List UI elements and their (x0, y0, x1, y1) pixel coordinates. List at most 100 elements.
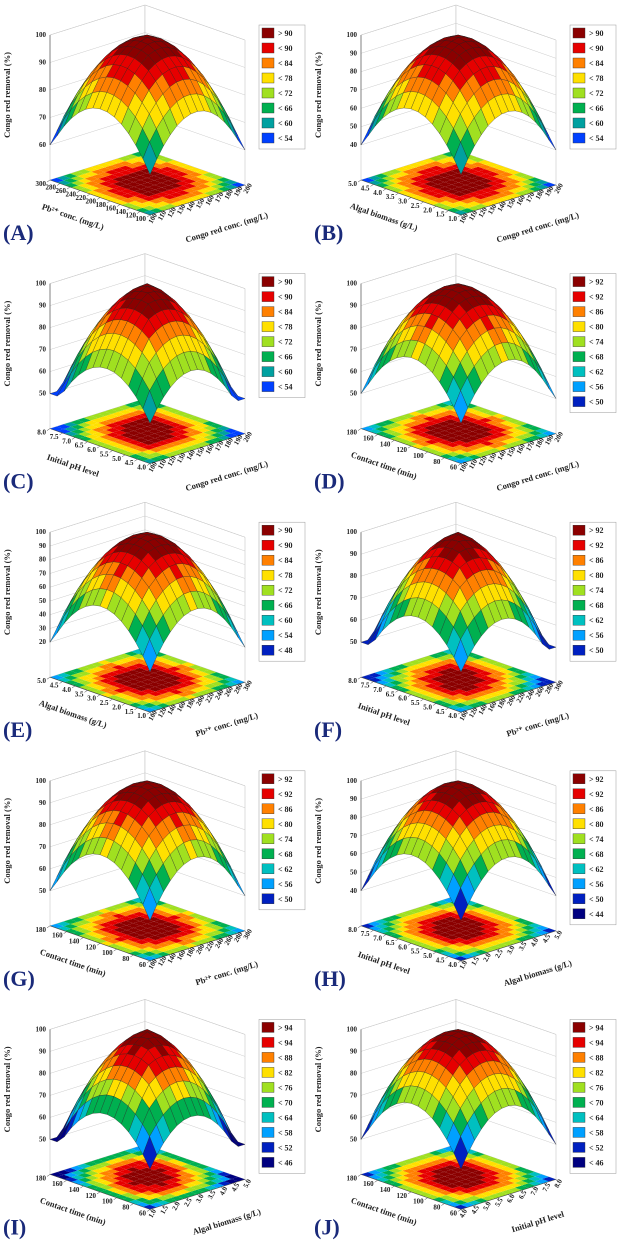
x-axis-label: Initial pH level (357, 700, 412, 727)
panel-label: (F) (314, 717, 342, 742)
x-tick (446, 211, 449, 213)
legend-swatch (262, 382, 274, 392)
panel: 5060708090100Congo red removal (%)608010… (313, 999, 616, 1239)
legend-swatch (262, 337, 274, 347)
legend-label: < 92 (589, 541, 604, 550)
x-tick-label: 7.5 (50, 433, 59, 441)
legend-label: < 68 (589, 601, 604, 610)
legend-label: < 90 (589, 44, 604, 53)
z-tick-label: 60 (39, 141, 47, 149)
legend-label: < 80 (589, 571, 604, 580)
x-tick-label: 6.5 (386, 690, 395, 698)
legend-swatch (573, 1052, 585, 1062)
z-tick-label: 70 (39, 1091, 47, 1099)
z-tick-label: 70 (350, 594, 358, 602)
z-tick-label: 50 (350, 123, 358, 131)
legend-swatch (262, 819, 274, 829)
legend-label: < 66 (589, 104, 604, 113)
legend-label: > 90 (278, 526, 293, 535)
legend-swatch (262, 1157, 274, 1167)
panel-label: (E) (3, 717, 32, 742)
x-tick-label: 5.0 (348, 180, 357, 188)
z-tick-label: 50 (39, 1135, 47, 1143)
x-tick (107, 201, 110, 203)
legend-swatch (573, 88, 585, 98)
z-tick-label: 70 (350, 1091, 358, 1099)
z-tick-label: 50 (350, 868, 358, 876)
x-tick-label: 5.5 (411, 948, 420, 956)
x-tick-label: 1.0 (448, 215, 457, 223)
legend-label: < 46 (589, 1158, 604, 1167)
x-tick-label: 80 (433, 458, 441, 466)
legend-label: < 52 (278, 1143, 293, 1152)
legend-label: < 72 (278, 338, 293, 347)
legend-label: < 56 (589, 383, 604, 392)
x-tick-label: 60 (139, 1209, 147, 1217)
legend-label: < 86 (589, 308, 604, 317)
x-tick-label: 4.0 (448, 961, 457, 969)
x-tick (130, 955, 133, 957)
legend-swatch (262, 58, 274, 68)
z-tick-label: 80 (350, 68, 358, 76)
legend-label: < 46 (278, 1158, 293, 1167)
legend-label: < 74 (278, 835, 293, 844)
x-tick-label: 5.0 (423, 952, 432, 960)
x-tick-label: 60 (450, 1209, 458, 1217)
legend-swatch (262, 1112, 274, 1122)
x-tick (383, 935, 386, 937)
x-tick-label: 5.0 (112, 455, 121, 463)
x-tick-label: 180 (96, 201, 107, 209)
legend-swatch (573, 804, 585, 814)
x-axis-label: Contact time (min) (39, 947, 108, 979)
legend-swatch (573, 43, 585, 53)
legend-swatch (262, 774, 274, 784)
legend-swatch (573, 382, 585, 392)
y-axis-label: Pb²⁺ conc. (mg/L) (194, 710, 259, 739)
x-tick-label: 80 (122, 955, 130, 963)
legend-label: < 68 (589, 850, 604, 859)
x-tick-label: 2.0 (112, 703, 121, 711)
x-tick-label: 4.5 (125, 459, 134, 467)
x-tick (114, 1198, 117, 1200)
x-tick-label: 6.5 (386, 939, 395, 947)
x-tick-label: 140 (116, 208, 127, 216)
x-tick (47, 180, 50, 182)
x-axis-label: Initial pH level (46, 452, 101, 479)
legend-swatch (262, 879, 274, 889)
legend-label: < 78 (589, 74, 604, 83)
x-tick (97, 198, 100, 200)
z-tick-label: 90 (39, 59, 47, 67)
panel: 5060708090100Congo red removal (%)608010… (2, 999, 305, 1239)
x-tick (122, 703, 125, 705)
legend-swatch (573, 292, 585, 302)
legend-label: < 48 (278, 646, 293, 655)
x-tick (358, 1174, 361, 1176)
x-tick-label: 120 (86, 1192, 97, 1200)
legend-label: < 66 (278, 353, 293, 362)
legend-label: > 92 (589, 278, 604, 287)
legend-swatch (262, 118, 274, 128)
x-tick (433, 703, 436, 705)
legend-swatch (573, 133, 585, 143)
legend-swatch (573, 307, 585, 317)
legend-swatch (573, 585, 585, 595)
x-tick-label: 100 (102, 949, 113, 957)
legend-swatch (262, 585, 274, 595)
z-tick-label: 100 (36, 528, 47, 536)
z-tick-label: 40 (350, 887, 358, 895)
legend-label: < 60 (589, 119, 604, 128)
legend-swatch (573, 1157, 585, 1167)
x-tick (64, 1180, 67, 1182)
z-tick-label: 100 (36, 777, 47, 785)
z-tick-label: 80 (350, 572, 358, 580)
legend-label: < 50 (589, 895, 604, 904)
legend-swatch (262, 834, 274, 844)
z-tick-label: 70 (39, 843, 47, 851)
legend-swatch (262, 367, 274, 377)
x-tick (421, 699, 424, 701)
legend-label: < 62 (589, 616, 604, 625)
legend-label: < 78 (278, 571, 293, 580)
legend-label: < 70 (278, 1098, 293, 1107)
legend-label: < 74 (589, 338, 604, 347)
